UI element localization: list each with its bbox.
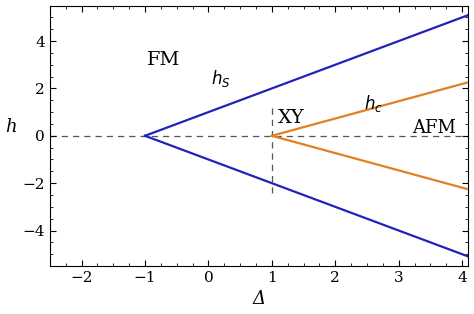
Text: XY: XY bbox=[277, 109, 304, 127]
Text: $h_c$: $h_c$ bbox=[364, 93, 383, 114]
Text: $h_S$: $h_S$ bbox=[211, 68, 231, 89]
Text: AFM: AFM bbox=[411, 118, 456, 137]
Y-axis label: h: h bbox=[6, 118, 17, 136]
Text: FM: FM bbox=[147, 51, 181, 69]
X-axis label: Δ: Δ bbox=[253, 290, 265, 308]
